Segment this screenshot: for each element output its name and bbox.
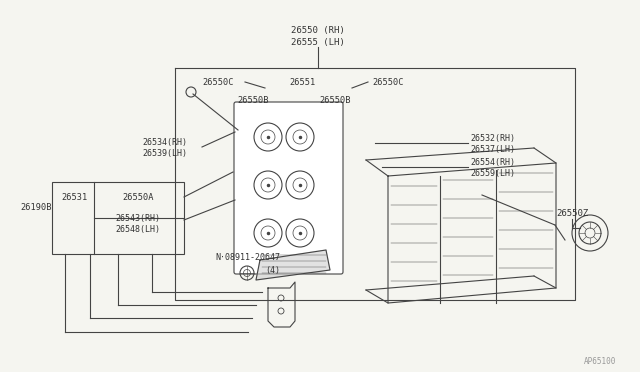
Bar [52,182,184,254]
Text: 26532(RH): 26532(RH) [470,134,515,142]
Text: AP65100: AP65100 [584,357,616,366]
Text: 26555 (LH): 26555 (LH) [291,38,345,46]
Text: 26550B: 26550B [319,96,351,105]
Text: (4): (4) [266,266,280,275]
Text: 26550C: 26550C [202,77,234,87]
Polygon shape [256,250,330,280]
Text: 26190B: 26190B [20,202,51,212]
Text: 26550Z: 26550Z [556,208,588,218]
Text: 26550B: 26550B [237,96,269,105]
Text: 26543(RH): 26543(RH) [115,214,161,222]
Text: 26534(RH): 26534(RH) [143,138,188,147]
Text: 26550C: 26550C [372,77,404,87]
Text: 26550A: 26550A [122,192,154,202]
Text: 26550 (RH): 26550 (RH) [291,26,345,35]
FancyBboxPatch shape [234,102,343,274]
Text: 26554(RH): 26554(RH) [470,157,515,167]
Text: 26531: 26531 [61,192,87,202]
Text: 26537(LH): 26537(LH) [470,144,515,154]
Text: 26539(LH): 26539(LH) [143,148,188,157]
Text: 26551: 26551 [289,77,315,87]
Text: 26559(LH): 26559(LH) [470,169,515,177]
Text: 26548(LH): 26548(LH) [115,224,161,234]
Text: N·08911-20647: N·08911-20647 [216,253,280,263]
